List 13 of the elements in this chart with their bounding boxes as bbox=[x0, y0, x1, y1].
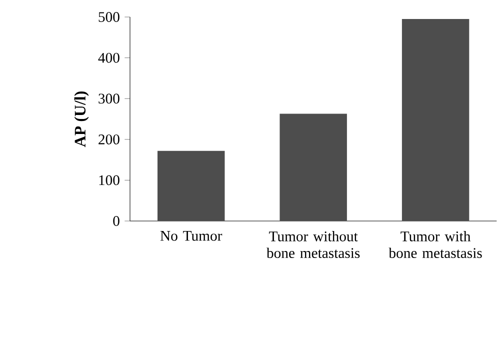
y-tick-label: 500 bbox=[98, 12, 120, 22]
y-tick-label: 100 bbox=[99, 175, 120, 186]
y-tick-label: 400 bbox=[98, 52, 120, 63]
x-tick-label: No Tumor bbox=[160, 231, 222, 241]
x-tick-label: Tumor without bone metastasis bbox=[266, 231, 360, 258]
x-tick-label: Tumor with bone metastasis bbox=[388, 231, 482, 258]
bar bbox=[402, 19, 470, 221]
y-axis-title: AP (U/l) bbox=[74, 91, 89, 148]
bar bbox=[158, 150, 225, 221]
y-tick-label: 200 bbox=[98, 134, 120, 144]
bar bbox=[280, 114, 347, 221]
y-tick-label: 300 bbox=[98, 94, 120, 104]
y-tick-label: 0 bbox=[113, 216, 120, 226]
